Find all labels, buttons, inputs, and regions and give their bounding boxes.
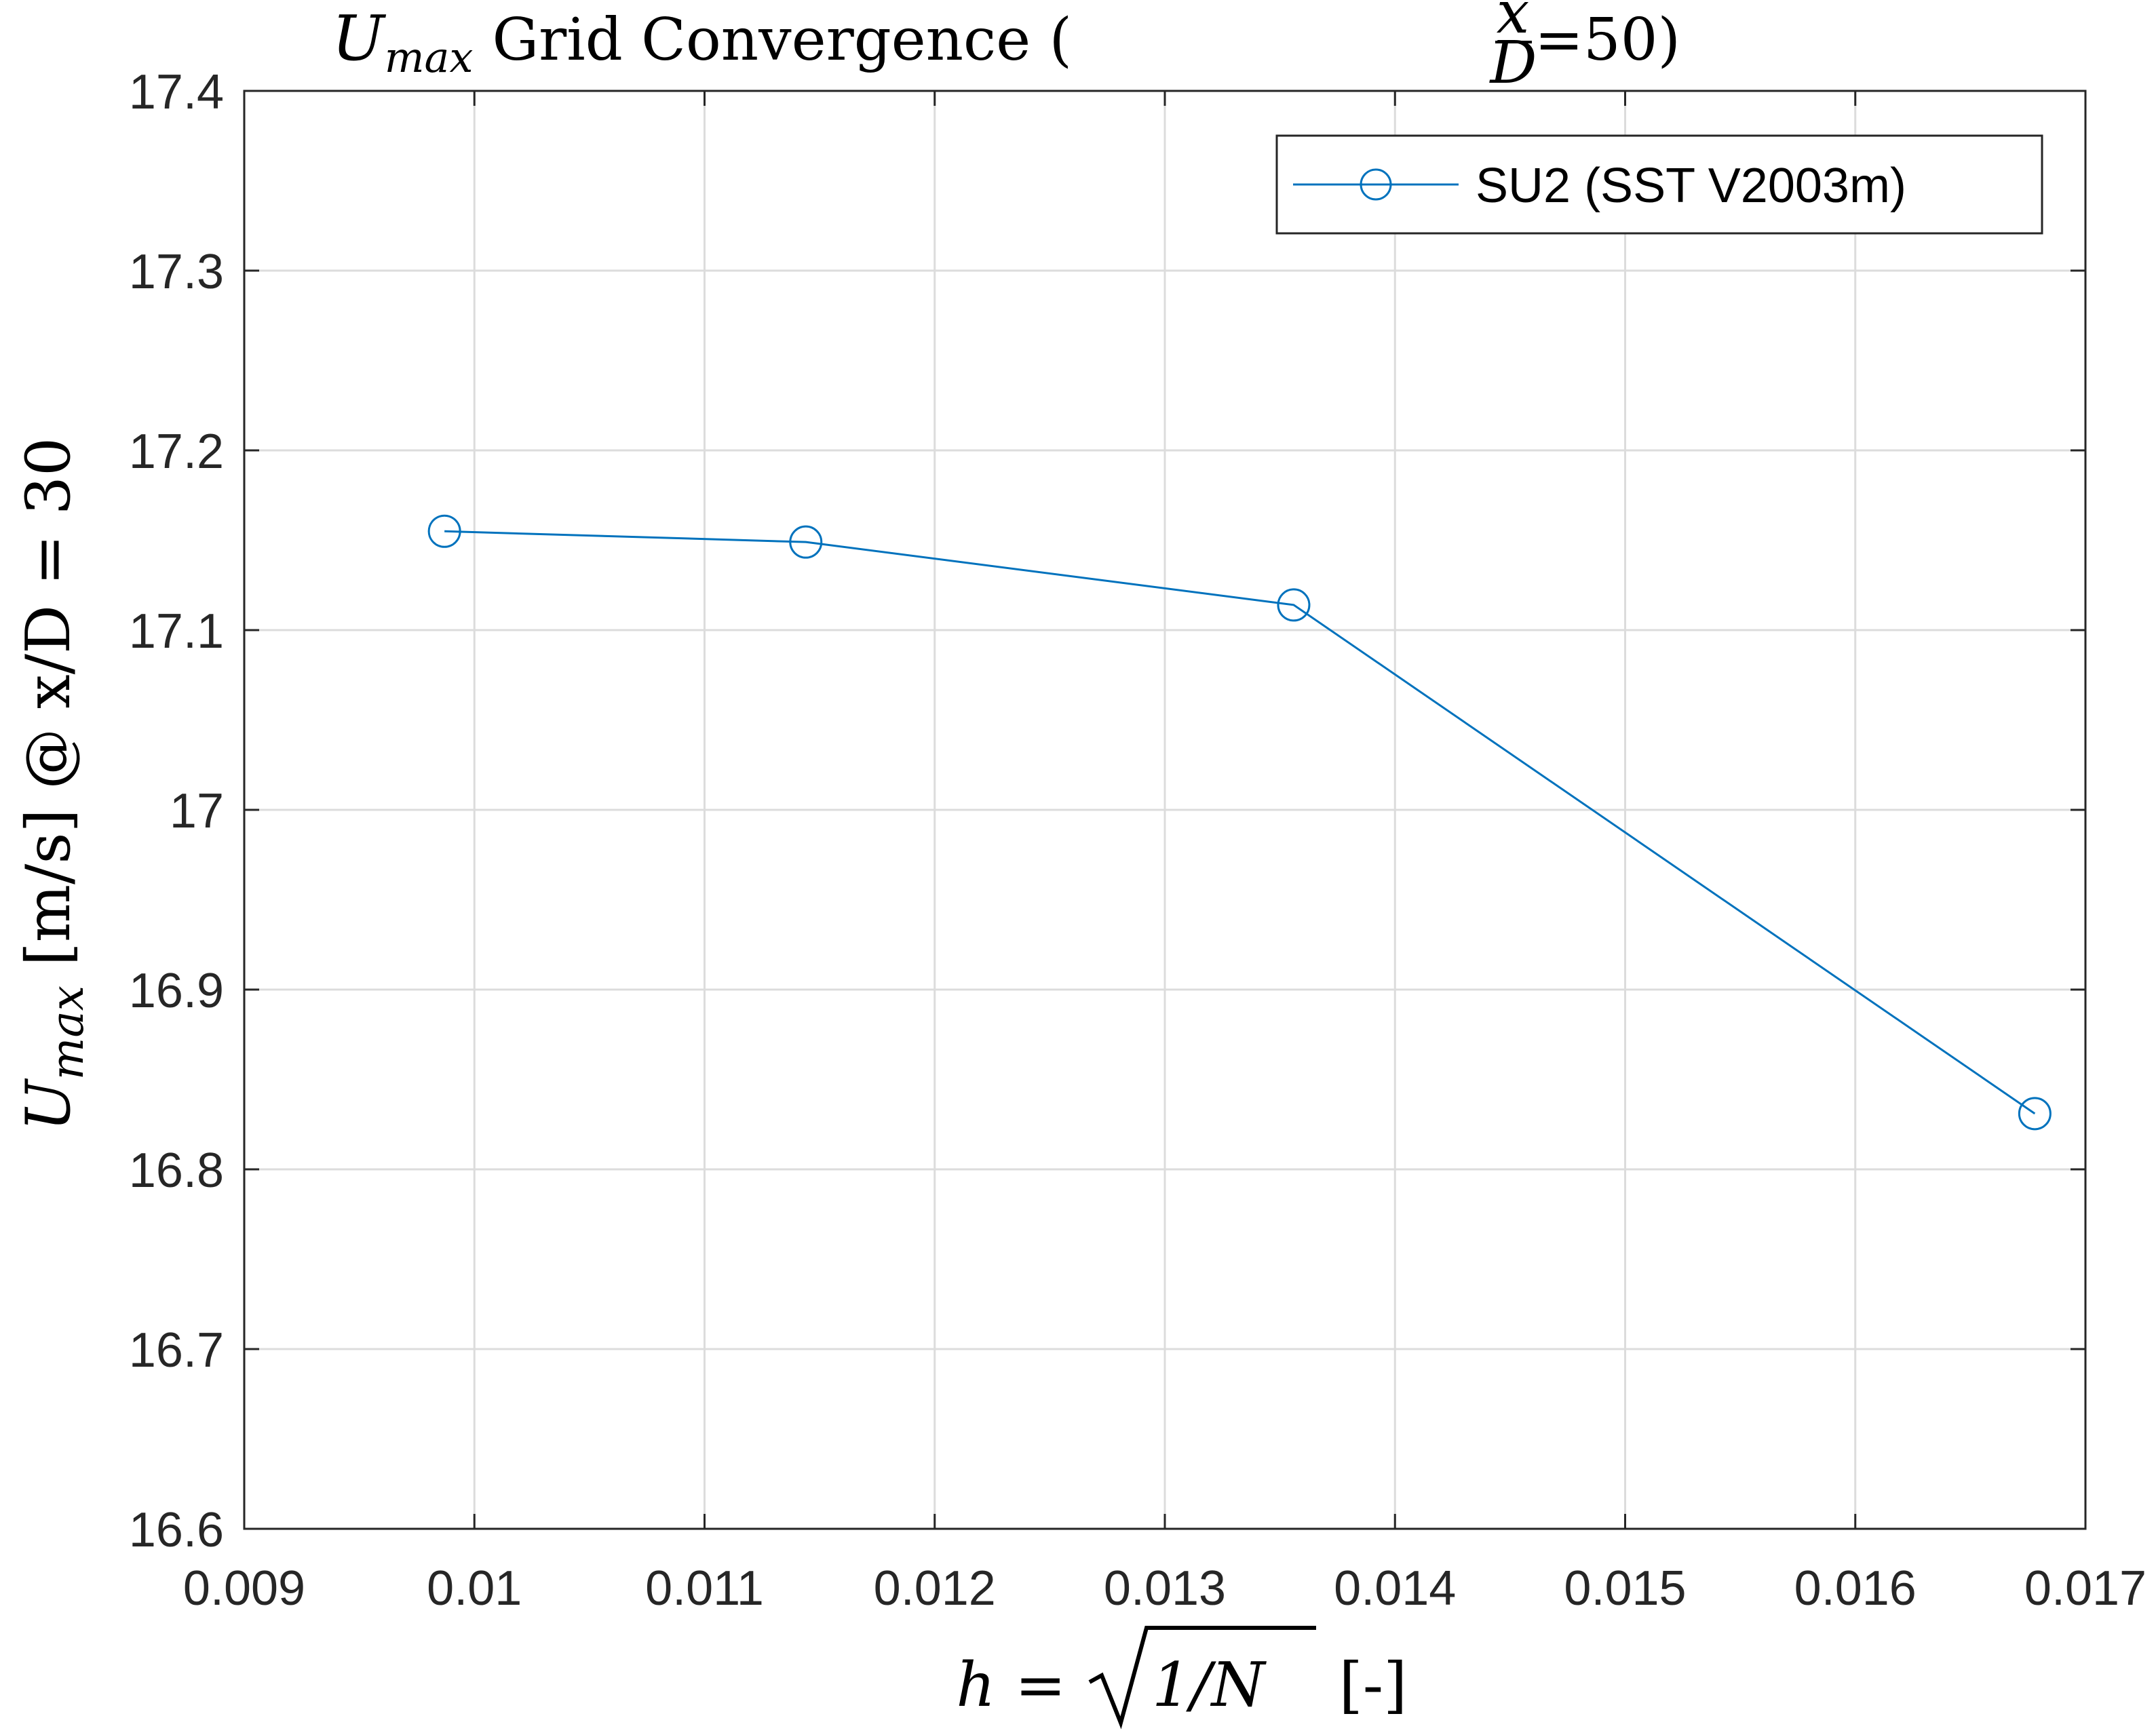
- title-frac-den: D: [1489, 29, 1537, 97]
- x-tick-label: 0.013: [1104, 1561, 1226, 1616]
- x-tick-label: 0.01: [427, 1561, 522, 1616]
- y-tick-label: 17.2: [129, 425, 224, 479]
- sqrt-sign: [1088, 1626, 1316, 1730]
- legend-marker: [1360, 168, 1392, 201]
- chart-title: Umax Grid Convergence ( x D =50): [332, 0, 1680, 97]
- x-label-radicand: 1/N: [1152, 1650, 1267, 1721]
- y-axis-ticks: 16.6 16.7 16.8 16.9 17 17.1 17.2 17.3 17.4: [129, 65, 2085, 1557]
- y-tick-label: 17.1: [129, 604, 224, 659]
- grid: [243, 90, 2087, 1530]
- y-tick-label: 17.3: [129, 245, 224, 299]
- title-var-sub: max: [385, 33, 474, 82]
- x-axis-ticks: 0.009 0.01 0.011 0.012 0.013 0.014 0.015 0.016 0…: [183, 91, 2147, 1616]
- series-line: [444, 530, 2036, 1115]
- x-tick-label: 0.017: [2024, 1561, 2147, 1616]
- x-label-unit: [-]: [1320, 1650, 1407, 1721]
- title-var-main: U: [332, 2, 387, 75]
- svg-text:Umax [m/s] @ x/D = 30: Umax [m/s] @ x/D = 30: [13, 340, 94, 1268]
- x-tick-label: 0.009: [183, 1561, 305, 1616]
- y-tick-label: 16.6: [129, 1503, 224, 1557]
- y-tick-label: 17: [170, 784, 224, 838]
- y-label-var-main: U: [13, 1078, 84, 1131]
- data-point: [427, 514, 461, 548]
- y-label-text: [m/s] @ x/D = 30: [13, 437, 84, 986]
- data-point: [789, 525, 823, 559]
- x-axis-label: h = 1/N [-]: [956, 1626, 1407, 1730]
- y-label-var-sub: max: [41, 986, 94, 1080]
- y-tick-label: 16.7: [129, 1323, 224, 1378]
- y-tick-label: 16.8: [129, 1144, 224, 1198]
- series-layer: [427, 514, 2052, 1131]
- data-point: [1277, 588, 1311, 622]
- title-frac-num: x: [1497, 0, 1530, 47]
- data-point: [2018, 1097, 2052, 1131]
- x-tick-label: 0.016: [1794, 1561, 1917, 1616]
- legend-label: SU2 (SST V2003m): [1476, 159, 1906, 213]
- title-text: Grid Convergence (: [492, 6, 1072, 74]
- x-tick-label: 0.012: [874, 1561, 996, 1616]
- title-tail: =50): [1535, 6, 1680, 74]
- y-tick-label: 17.4: [129, 65, 224, 119]
- legend: SU2 (SST V2003m): [1275, 134, 2043, 235]
- y-axis-label: Umax [m/s] @ x/D = 30: [13, 340, 94, 1268]
- y-tick-label: 16.9: [129, 964, 224, 1018]
- x-label-lhs: h =: [956, 1650, 1085, 1721]
- x-tick-label: 0.015: [1564, 1561, 1686, 1616]
- x-tick-label: 0.011: [645, 1561, 764, 1616]
- x-tick-label: 0.014: [1334, 1561, 1456, 1616]
